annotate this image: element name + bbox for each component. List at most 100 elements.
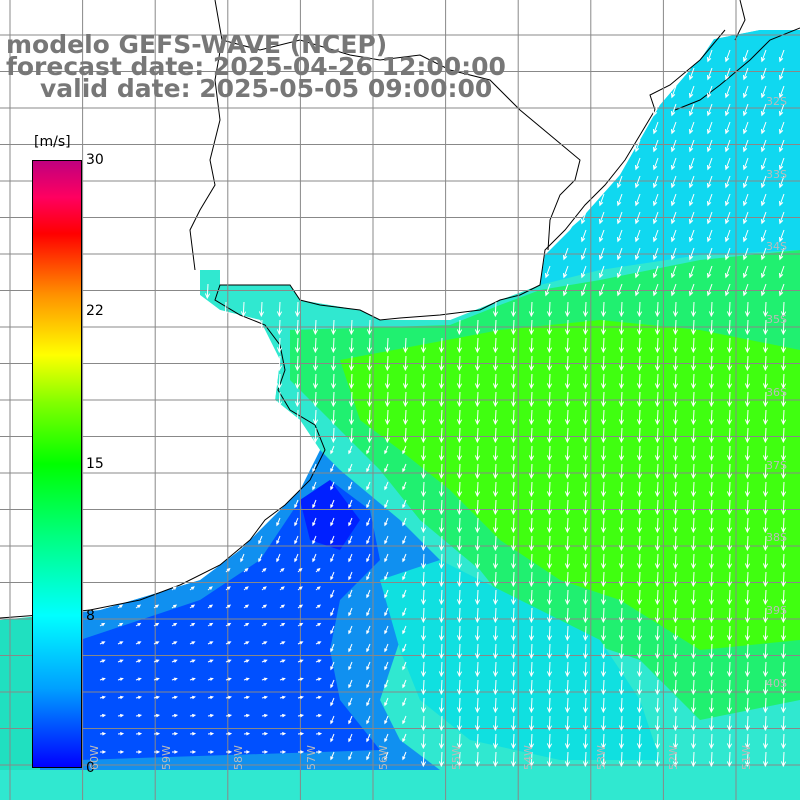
wind-arrow [294, 391, 301, 408]
wind-arrow [456, 445, 463, 462]
lon-label: 52W [667, 745, 680, 770]
wind-arrow [706, 157, 713, 171]
wind-arrow [420, 445, 427, 462]
wind-arrow [546, 571, 553, 588]
wind-arrow [600, 625, 607, 642]
wind-arrow [402, 571, 407, 581]
wind-arrow [672, 427, 679, 444]
lon-label: 53W [595, 745, 608, 770]
wind-arrow [225, 567, 231, 573]
wind-arrow [600, 355, 607, 372]
wind-arrow [742, 175, 749, 189]
wind-arrow [297, 732, 305, 736]
wind-arrow [742, 265, 749, 279]
wind-arrow [706, 103, 713, 117]
wind-arrow [510, 337, 517, 354]
wind-arrow [724, 139, 731, 153]
wind-arrow [294, 409, 301, 426]
wind-arrow [510, 427, 517, 444]
wind-arrow [402, 391, 409, 408]
wind-arrow [726, 481, 733, 498]
wind-arrow [778, 193, 785, 207]
wind-arrow [492, 301, 499, 318]
wind-arrow [780, 409, 787, 426]
wind-arrow [636, 751, 643, 768]
wind-arrow [636, 391, 643, 408]
wind-arrow [402, 751, 407, 761]
wind-arrow [780, 301, 787, 318]
wind-arrow [744, 697, 751, 714]
wind-arrow [726, 643, 733, 660]
wind-arrow [708, 697, 715, 714]
wind-arrow [706, 49, 713, 63]
wind-arrow [312, 337, 319, 354]
wind-arrow [618, 571, 625, 588]
wind-arrow [744, 481, 751, 498]
wind-arrow [634, 175, 641, 189]
wind-arrow [636, 661, 643, 678]
wind-arrow [672, 499, 679, 516]
wind-arrow [117, 622, 124, 627]
wind-arrow [456, 499, 463, 516]
wind-arrow [135, 713, 143, 718]
wind-arrow [510, 319, 517, 336]
wind-arrow [688, 67, 695, 81]
wind-arrow [580, 211, 587, 225]
wind-arrow [760, 265, 767, 279]
wind-arrow [744, 499, 751, 516]
wind-arrow [600, 337, 607, 354]
wind-arrow [474, 409, 481, 426]
wind-arrow [315, 659, 322, 663]
wind-arrow [726, 733, 733, 750]
wind-arrow [492, 661, 499, 678]
wind-arrow [261, 641, 268, 645]
wind-arrow [528, 535, 535, 552]
wind-arrow [366, 679, 371, 689]
wind-arrow [706, 247, 713, 261]
wind-arrow [546, 337, 553, 354]
wind-arrow [744, 517, 751, 534]
wind-arrow [243, 659, 250, 663]
lat-label: 34S [766, 240, 787, 253]
wind-arrow [456, 697, 463, 714]
wind-arrow [690, 715, 697, 732]
wind-arrow [420, 355, 427, 372]
wind-arrow [492, 499, 499, 516]
wind-arrow [742, 211, 749, 225]
wind-arrow [384, 535, 389, 545]
wind-arrow [582, 625, 589, 642]
wind-arrow [780, 427, 787, 444]
wind-arrow [297, 641, 304, 645]
wind-arrow [297, 677, 304, 681]
wind-arrow [762, 697, 769, 714]
wind-arrow [690, 463, 697, 480]
wind-arrow [654, 733, 661, 750]
wind-arrow [564, 301, 571, 318]
wind-arrow [348, 733, 353, 743]
wind-arrow [688, 139, 695, 153]
wind-arrow [652, 193, 659, 207]
wind-arrow [652, 229, 659, 243]
wind-arrow [420, 751, 427, 768]
wind-arrow [420, 625, 427, 642]
wind-arrow [600, 499, 607, 516]
wind-arrow [492, 697, 499, 714]
wind-arrow [726, 589, 733, 606]
wind-arrow [618, 445, 625, 462]
wind-arrow [742, 283, 749, 297]
wind-arrow [654, 643, 661, 660]
wind-arrow [276, 355, 283, 372]
wind-arrow [474, 499, 481, 516]
wind-arrow [99, 659, 106, 663]
wind-arrow [153, 695, 160, 700]
wind-arrow [438, 499, 445, 516]
wind-arrow [690, 553, 697, 570]
wind-arrow [402, 715, 407, 725]
wind-arrow [690, 337, 697, 354]
wind-arrow [330, 391, 337, 408]
wind-arrow [384, 589, 389, 599]
wind-arrow [600, 679, 607, 696]
wind-arrow [528, 679, 535, 696]
wind-arrow [420, 679, 427, 696]
wind-arrow [207, 659, 214, 663]
